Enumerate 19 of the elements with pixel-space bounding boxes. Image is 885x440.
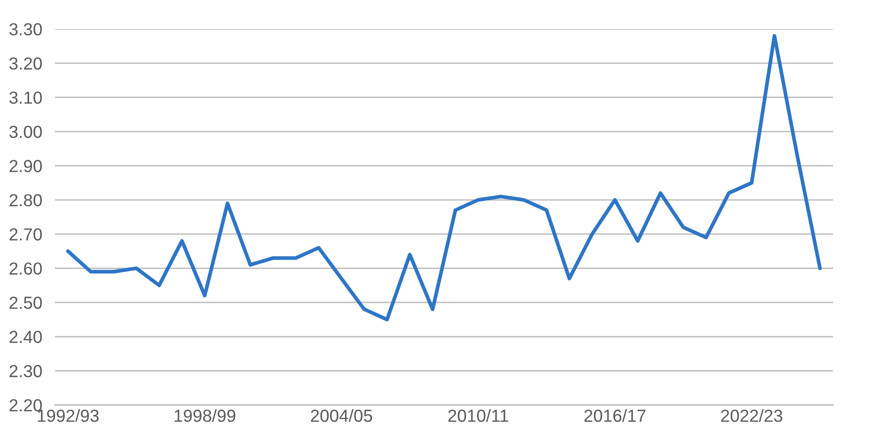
y-tick-label: 2.40 — [10, 330, 42, 344]
line-series — [66, 34, 822, 322]
y-tick-label: 2.60 — [10, 262, 42, 275]
y-tick-label: 3.20 — [9, 57, 42, 70]
y-tick-label: 2.30 — [10, 364, 42, 378]
x-tick-label: 2004/05 — [310, 409, 372, 422]
y-tick-label: 2.20 — [10, 399, 42, 412]
y-tick-label: 3.00 — [9, 126, 42, 138]
y-tick-label: 3.30 — [9, 23, 42, 36]
y-tick-label: 2.90 — [10, 160, 42, 172]
y-tick-label: 2.80 — [10, 194, 42, 206]
y-tick-label: 2.50 — [10, 296, 42, 309]
x-tick-label: 1998/99 — [174, 409, 236, 422]
x-tick-label: 2022/23 — [721, 409, 782, 422]
x-tick-label: 1992/93 — [38, 409, 99, 422]
x-tick-label: 2016/17 — [584, 409, 646, 422]
y-tick-label: 2.70 — [10, 228, 42, 241]
y-tick-label: 3.10 — [9, 92, 42, 104]
x-tick-label: 2010/11 — [448, 409, 508, 422]
